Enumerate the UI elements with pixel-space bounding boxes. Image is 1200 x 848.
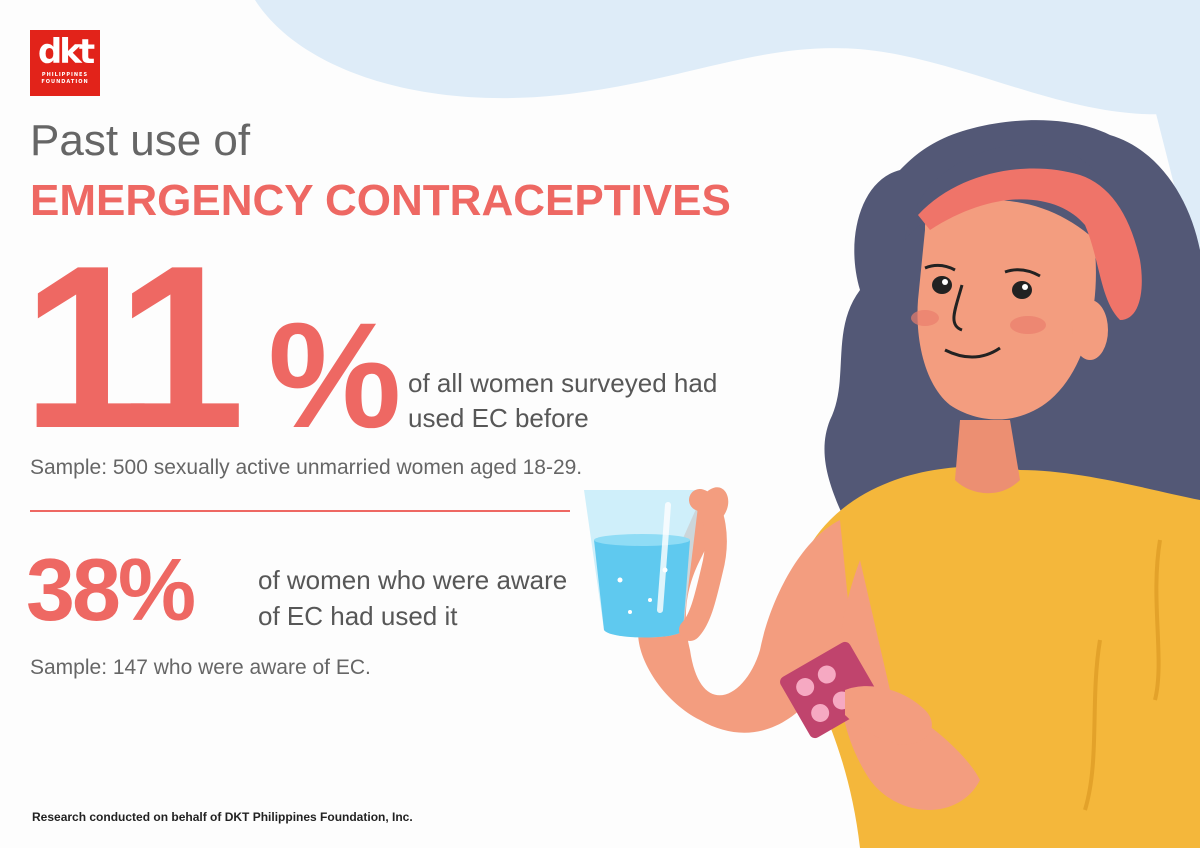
page-title-line1: Past use of (30, 116, 251, 165)
stat1-sample-note: Sample: 500 sexually active unmarried wo… (30, 456, 583, 479)
dkt-logo: dkt PHILIPPINES FOUNDATION (30, 30, 100, 96)
stat1-description: of all women surveyed had used EC before (408, 368, 718, 433)
logo-subtitle-1: PHILIPPINES (41, 72, 89, 78)
stat2-sample-note: Sample: 147 who were aware of EC. (30, 656, 371, 679)
stat2-value: 38% (26, 540, 196, 639)
logo-subtitle-2: FOUNDATION (41, 79, 89, 85)
stat1-value: 11 (22, 218, 245, 477)
page-title-line2: EMERGENCY CONTRACEPTIVES (30, 176, 731, 225)
stat1-percent-sign: % (268, 291, 402, 459)
section-divider (30, 510, 570, 512)
logo-text: dkt (37, 32, 95, 72)
footer-note: Research conducted on behalf of DKT Phil… (32, 810, 413, 824)
stat2-description: of women who were aware of EC had used i… (258, 565, 568, 631)
